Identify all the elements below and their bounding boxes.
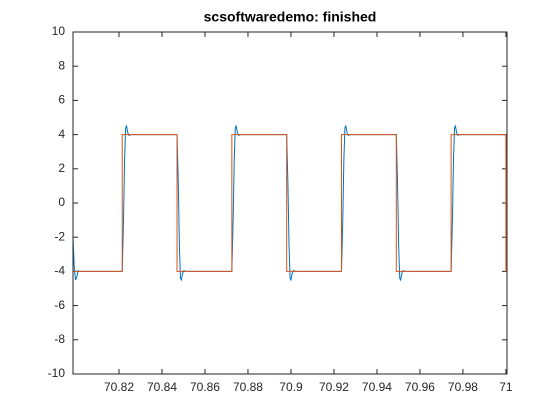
x-tick-label: 70.88 — [233, 380, 263, 394]
y-tick-label: 4 — [58, 127, 65, 141]
y-tick-label: -8 — [54, 332, 65, 346]
y-tick-label: 2 — [58, 161, 65, 175]
chart-title: scsoftwaredemo: finished — [204, 9, 377, 25]
y-tick-label: -10 — [48, 366, 66, 380]
y-tick-label: -2 — [54, 229, 65, 243]
x-tick-label: 71 — [499, 380, 513, 394]
x-tick-label: 70.98 — [448, 380, 478, 394]
x-tick-label: 70.84 — [147, 380, 177, 394]
axes-box — [72, 31, 508, 375]
x-tick-label: 70.82 — [104, 380, 134, 394]
y-tick-label: -6 — [54, 298, 65, 312]
y-tick-label: 0 — [58, 195, 65, 209]
x-tick-label: 70.96 — [405, 380, 435, 394]
x-tick-label: 70.94 — [362, 380, 392, 394]
y-tick-label: 6 — [58, 93, 65, 107]
x-tick-label: 70.86 — [190, 380, 220, 394]
y-tick-label: -4 — [54, 264, 65, 278]
x-tick-label: 70.9 — [279, 380, 303, 394]
x-tick-label: 70.92 — [319, 380, 349, 394]
y-tick-label: 8 — [58, 58, 65, 72]
series-line — [73, 134, 507, 272]
y-tick-label: 10 — [52, 24, 66, 38]
